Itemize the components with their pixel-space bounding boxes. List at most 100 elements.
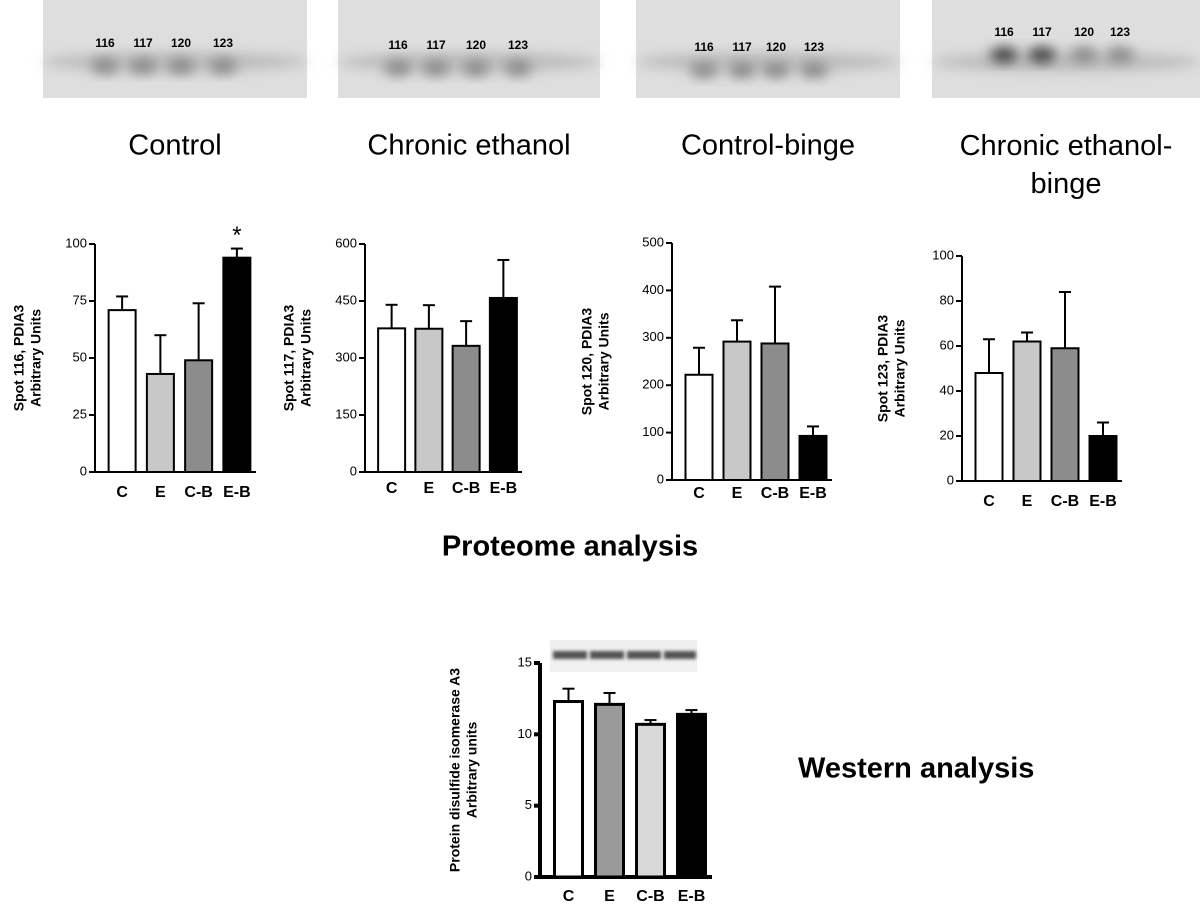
gel-spot-label: 123 [508, 38, 528, 52]
bar [1012, 340, 1042, 482]
x-tick-label: E [732, 485, 743, 502]
gel-spot-blob [209, 58, 237, 74]
bar [722, 340, 752, 482]
y-tick-label: 0 [525, 868, 532, 883]
y-tick-label: 100 [932, 247, 954, 262]
bar [760, 342, 790, 481]
y-axis-label: Arbitrary Units [298, 309, 314, 407]
bar [488, 296, 518, 473]
x-tick-label: E-B [223, 484, 251, 501]
x-tick-label: E [424, 480, 435, 497]
bar [974, 372, 1004, 482]
y-axis-label: Spot 117, PDIA3 [281, 304, 297, 411]
y-tick-label: 450 [335, 292, 357, 307]
x-tick-label: C [983, 493, 995, 510]
bar [553, 700, 584, 879]
gel-spot-blob [1070, 47, 1098, 63]
y-tick-label: 100 [642, 424, 664, 439]
gel-spot-label: 123 [1110, 25, 1130, 39]
x-tick-label: C [116, 484, 128, 501]
gel-spot-blob [690, 62, 718, 78]
gel-background [932, 0, 1200, 98]
gel-spot-blob [91, 58, 119, 74]
y-tick-label: 25 [73, 406, 87, 421]
bar-chart: 0 25 50 75 100 Spot 116, PDIA3 Arbitrary Units… [11, 222, 256, 501]
y-tick-label: 75 [73, 292, 87, 307]
y-axis-label: Arbitrary units [464, 722, 480, 819]
section-label: Proteome analysis [442, 531, 698, 563]
y-tick-label: 200 [642, 377, 664, 392]
y-axis-label: Arbitrary Units [892, 319, 908, 417]
x-tick-label: C-B [761, 485, 789, 502]
bar [1088, 435, 1118, 482]
bar [414, 327, 444, 473]
y-axis-label: Spot 123, PDIA3 [875, 315, 891, 423]
bar [594, 702, 625, 879]
gel-spot-label: 117 [1032, 25, 1052, 39]
y-axis-label: Spot 120, PDIA3 [579, 308, 595, 416]
gel-spot-label: 116 [95, 36, 115, 50]
gel-spot-blob [129, 58, 157, 74]
gel-spot-label: 120 [1074, 25, 1094, 39]
y-tick-label: 150 [335, 406, 357, 421]
y-axis-label: Protein disulfide isomerase A3 [447, 668, 463, 872]
y-tick-label: 300 [642, 329, 664, 344]
y-tick-label: 15 [518, 654, 532, 669]
western-blot-image [550, 640, 697, 672]
gel-image [338, 0, 600, 98]
y-tick-label: 60 [940, 337, 954, 352]
bar [635, 722, 666, 879]
panel-title: Control-binge [681, 130, 855, 162]
x-tick-label: E [155, 484, 166, 501]
y-tick-label: 40 [940, 382, 954, 397]
bar [798, 434, 828, 481]
y-tick-label: 300 [335, 349, 357, 364]
gel-spot-label: 123 [804, 40, 824, 54]
gel-spot-blob [167, 58, 195, 74]
bar [684, 373, 714, 481]
y-tick-label: 0 [350, 463, 357, 478]
gel-spot-label: 116 [388, 38, 408, 52]
gel-spot-blob [1106, 47, 1134, 63]
bar [107, 309, 137, 473]
gel-background [43, 0, 307, 98]
bar-chart: 0 150 300 450 600 Spot 117, PDIA3 Arbitrary Un… [281, 235, 522, 497]
bar-chart: 0 100 200 300 400 500 Spot 120, PDIA3 Arbitrary… [579, 234, 832, 502]
gel-spot-label: 116 [994, 25, 1014, 39]
y-tick-label: 400 [642, 282, 664, 297]
x-tick-label: E-B [799, 485, 827, 502]
gel-spot-label: 116 [694, 40, 714, 54]
gel-spot-blob [990, 47, 1018, 63]
y-tick-label: 20 [940, 427, 954, 442]
bar-chart: 0 20 40 60 80 100 Spot 123, PDIA3 Arbitrary Uni… [875, 247, 1122, 510]
gel-spot-blob [762, 62, 790, 78]
gel-spot-label: 117 [133, 36, 153, 50]
y-tick-label: 600 [335, 235, 357, 250]
x-tick-label: C-B [636, 888, 664, 905]
gel-spot-label: 120 [766, 40, 786, 54]
bar-chart: 0 5 10 15 Protein disulfide isomerase A3 Arbi… [447, 654, 712, 905]
y-axis-label: Spot 116, PDIA3 [11, 304, 27, 411]
panel-title-line: binge [1031, 168, 1102, 200]
gel-spot-blob [800, 62, 828, 78]
gel-spot-blob [462, 60, 490, 76]
bar [377, 327, 407, 473]
x-tick-label: E-B [678, 888, 706, 905]
x-tick-label: C-B [1051, 493, 1079, 510]
gel-spot-label: 117 [732, 40, 752, 54]
gel-spot-label: 120 [171, 36, 191, 50]
x-tick-label: C [386, 480, 398, 497]
gel-background [338, 0, 600, 98]
panel-title: Control [128, 130, 222, 162]
gel-background [636, 0, 900, 98]
gel-image [636, 0, 900, 98]
x-tick-label: C-B [184, 484, 212, 501]
bar [222, 256, 252, 473]
x-tick-label: E [604, 888, 615, 905]
x-tick-label: E-B [490, 480, 518, 497]
x-tick-label: C-B [452, 480, 480, 497]
x-tick-label: C [693, 485, 705, 502]
gel-spot-blob [728, 62, 756, 78]
bar [451, 344, 481, 473]
